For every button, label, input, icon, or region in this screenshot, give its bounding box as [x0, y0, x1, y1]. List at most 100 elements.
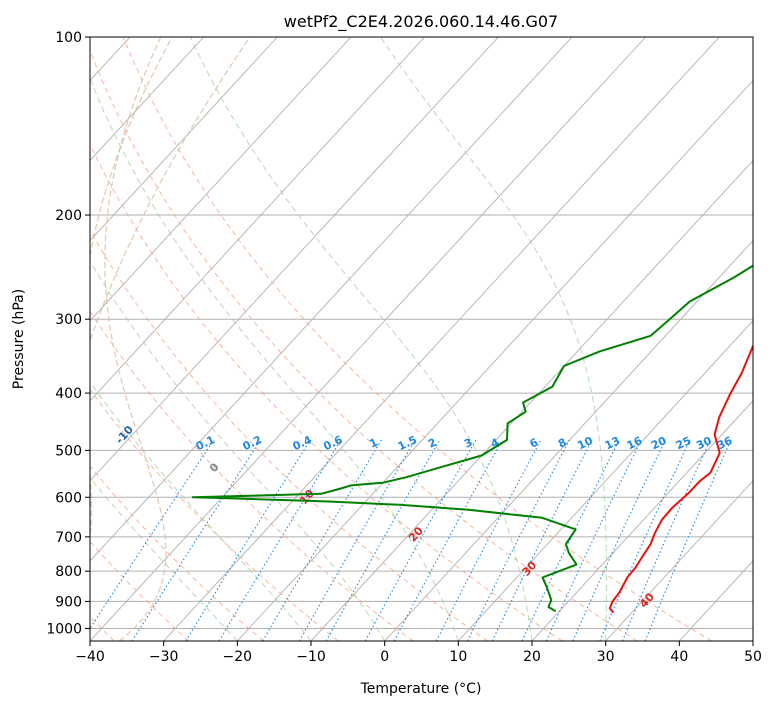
- theta-e-curves: [90, 37, 251, 641]
- mixing-ratio-line: [435, 439, 542, 641]
- mixing-ratio-line: [262, 439, 382, 641]
- sounding-traces: [191, 264, 753, 614]
- mixing-ratio-line: [364, 439, 477, 641]
- dry-adiabat: [90, 229, 488, 641]
- y-tick-label: 600: [55, 490, 82, 506]
- isotherm-line: [90, 37, 573, 562]
- isotherm-line: [90, 37, 205, 162]
- y-tick-label: 200: [55, 208, 82, 224]
- theta-e-curve: [104, 37, 167, 641]
- x-tick-label: 10: [449, 649, 467, 665]
- isotherm-line: [679, 560, 753, 641]
- isotherm-line: [531, 400, 753, 641]
- x-tick-label: 0: [380, 649, 389, 665]
- dry-adiabat: [122, 37, 712, 641]
- mixing-ratio-label: 3: [462, 436, 474, 451]
- dry-adiabat: [90, 540, 190, 641]
- mixing-ratio-line: [90, 439, 215, 630]
- mixing-ratio-line: [599, 439, 691, 641]
- dewpoint-trace: [191, 264, 753, 613]
- dry-adiabat: [90, 465, 264, 641]
- mixing-ratio-label: 30: [694, 434, 714, 452]
- y-tick-label: 500: [55, 443, 82, 459]
- mixing-ratio-label: 2: [426, 436, 438, 451]
- isotherm-line: [90, 37, 278, 242]
- mixing-ratio-lines: [90, 439, 732, 641]
- x-tick-label: −20: [223, 649, 253, 665]
- isotherm-line: [237, 79, 753, 641]
- moist-adiabat: [189, 37, 533, 641]
- isotherm-line: [90, 37, 352, 322]
- isotherm-line: [458, 320, 753, 641]
- mixing-ratio-line: [545, 439, 642, 641]
- y-tick-label: 800: [55, 564, 82, 580]
- x-axis-label: Temperature (°C): [360, 681, 482, 697]
- x-axis-ticks: −40 −30 −20 −10 0 10 20 30 40 50: [75, 641, 762, 665]
- isotherm-line: [90, 37, 499, 482]
- isotherm-line: [752, 640, 753, 641]
- plot-frame: [89, 36, 754, 642]
- moist-adiabat: [90, 76, 459, 641]
- mixing-ratio-label: 6: [528, 436, 541, 451]
- y-axis-label: Pressure (hPa): [11, 289, 27, 389]
- temperature-trace: [608, 343, 753, 614]
- theta-e-curve: [90, 37, 173, 543]
- mixing-ratio-label: 36: [715, 434, 735, 452]
- isotherm-line: [0, 37, 56, 641]
- mixing-ratio-line: [218, 439, 342, 641]
- moist-adiabat: [90, 477, 238, 641]
- y-tick-label: 900: [55, 594, 82, 610]
- mixing-ratio-line: [491, 439, 593, 641]
- mixing-ratio-line: [325, 439, 441, 641]
- y-axis-ticks: 100 200 300 400 500 600 700 800 900 1000: [46, 30, 90, 637]
- mixing-ratio-line: [621, 439, 711, 641]
- x-tick-label: −30: [149, 649, 179, 665]
- mixing-ratio-label: 4: [489, 436, 502, 451]
- y-tick-label: 400: [55, 386, 82, 402]
- moist-adiabat: [90, 381, 312, 641]
- y-tick-label: 1000: [46, 621, 82, 637]
- mixing-ratio-line: [185, 439, 311, 641]
- moist-adiabats: [90, 37, 607, 641]
- dry-adiabat-label: -10: [113, 423, 136, 447]
- mixing-ratio-line: [572, 439, 666, 641]
- x-tick-label: −40: [75, 649, 105, 665]
- x-tick-label: 20: [523, 649, 541, 665]
- isotherm-line: [90, 37, 426, 402]
- y-tick-label: 700: [55, 530, 82, 546]
- skewed-isotherms: [0, 37, 753, 641]
- isotherm-line: [310, 159, 753, 641]
- dry-adiabat: [90, 143, 563, 641]
- mixing-ratio-line: [467, 439, 570, 641]
- mixing-ratio-line: [644, 439, 732, 641]
- chart-title: wetPf2_C2E4.2026.060.14.46.G07: [284, 12, 558, 32]
- mixing-ratio-line: [521, 439, 620, 641]
- isotherm-line: [90, 37, 647, 641]
- mixing-ratio-label: 20: [649, 434, 669, 452]
- x-tick-label: 40: [670, 649, 688, 665]
- y-tick-label: 300: [55, 312, 82, 328]
- mixing-ratio-line: [131, 439, 261, 641]
- theta-e-curve: [90, 37, 251, 343]
- mixing-ratio-label: 13: [603, 434, 622, 452]
- mixing-ratio-label: 25: [674, 434, 693, 452]
- mixing-ratio-label: 1: [367, 436, 379, 451]
- isotherm-line: [384, 239, 753, 641]
- mixing-ratio-label: 10: [575, 434, 595, 452]
- dry-adiabat-label: 20: [406, 524, 426, 544]
- isotherm-line: [163, 37, 720, 641]
- dry-adiabats: [90, 37, 712, 641]
- x-tick-label: 30: [597, 649, 615, 665]
- x-tick-label: −10: [296, 649, 326, 665]
- dry-adiabat: [90, 310, 414, 641]
- y-tick-label: 100: [55, 30, 82, 46]
- dry-adiabat-label: 40: [637, 590, 657, 610]
- x-tick-label: 50: [744, 649, 762, 665]
- mixing-ratio-line: [298, 439, 416, 641]
- dry-adiabat-label: -20: [30, 390, 53, 414]
- isotherm-line: [605, 480, 753, 641]
- dry-adiabat-label: 30: [519, 558, 539, 578]
- dry-adiabat: [90, 388, 339, 641]
- dry-adiabat: [90, 48, 638, 641]
